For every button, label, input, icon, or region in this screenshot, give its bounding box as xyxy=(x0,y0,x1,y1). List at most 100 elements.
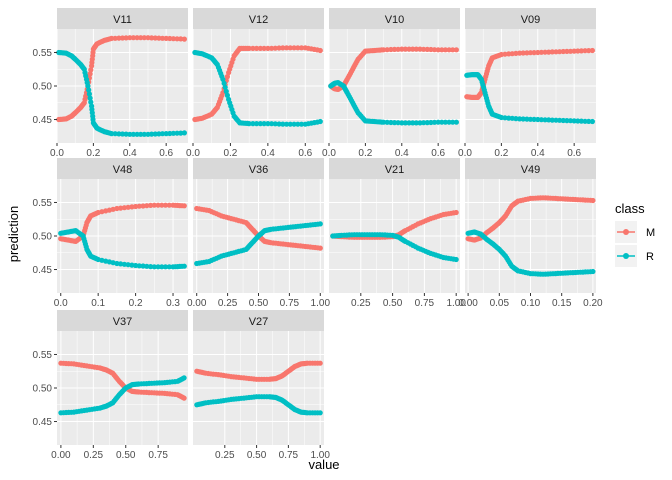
legend-label-m: M xyxy=(646,227,655,239)
data-point-m xyxy=(431,47,438,53)
facet-v09: V09 0.0 0.2 0.4 0.6 xyxy=(458,8,596,159)
x-tick-label: 0.05 xyxy=(490,298,510,309)
data-point-r xyxy=(317,221,323,227)
data-point-r xyxy=(221,80,227,86)
facet-v21: V21 0.25 0.50 0.75 1.00 xyxy=(329,158,466,309)
data-point-r xyxy=(272,121,278,127)
x-tick-label: 0.50 xyxy=(383,298,403,309)
data-point-r xyxy=(112,131,118,137)
data-point-r xyxy=(586,118,592,124)
data-point-m xyxy=(453,47,459,53)
data-point-r xyxy=(170,130,176,136)
data-point-m xyxy=(406,46,412,52)
data-point-r xyxy=(269,121,275,127)
data-point-m xyxy=(181,395,187,401)
data-point-m xyxy=(395,46,401,52)
x-tick-label: 0.1 xyxy=(91,298,105,309)
data-point-m xyxy=(439,47,445,53)
data-point-m xyxy=(502,51,508,57)
data-point-r xyxy=(155,264,161,270)
data-point-r xyxy=(257,121,263,127)
data-point-r xyxy=(181,263,187,269)
data-point-m xyxy=(269,45,275,51)
data-point-m xyxy=(141,35,147,41)
data-point-r xyxy=(224,92,230,98)
data-point-r xyxy=(410,120,416,126)
data-point-r xyxy=(557,117,563,123)
data-point-m xyxy=(402,46,408,52)
x-tick-label: 0.00 xyxy=(51,450,71,461)
facet-v37: V37 0.00 0.25 0.50 0.75 0.45 0.50 0.55 xyxy=(33,310,188,461)
legend-label-r: R xyxy=(646,251,654,263)
strip-v21 xyxy=(329,158,460,179)
data-point-m xyxy=(446,47,452,53)
legend-key-r xyxy=(615,245,637,267)
data-point-m xyxy=(450,47,456,53)
strip-v27 xyxy=(193,310,324,331)
data-point-m xyxy=(298,45,305,51)
data-point-r xyxy=(276,121,282,127)
data-point-r xyxy=(123,131,129,137)
strip-v48 xyxy=(57,158,188,179)
data-point-r xyxy=(166,264,172,270)
data-point-m xyxy=(170,36,176,42)
data-point-r xyxy=(280,121,286,127)
data-point-m xyxy=(134,35,140,41)
x-tick-label: 1.00 xyxy=(311,298,331,309)
data-point-m xyxy=(149,35,155,41)
data-point-m xyxy=(549,49,555,55)
data-point-m xyxy=(567,48,574,54)
x-tick-label: 0.25 xyxy=(215,450,235,461)
strip-label-v21: V21 xyxy=(385,164,405,176)
x-tick-label: 0.2 xyxy=(494,148,508,159)
y-tick-label: 0.55 xyxy=(33,350,53,361)
data-point-r xyxy=(118,261,124,267)
data-point-r xyxy=(567,118,574,124)
data-point-m xyxy=(151,202,157,208)
data-point-r xyxy=(141,131,147,137)
data-point-r xyxy=(148,264,154,270)
x-tick-label: 0.4 xyxy=(123,148,137,159)
strip-label-v36: V36 xyxy=(249,164,269,176)
x-tick-label: 0.2 xyxy=(129,298,143,309)
data-point-r xyxy=(399,120,405,126)
data-point-r xyxy=(87,95,93,101)
data-point-m xyxy=(276,45,282,51)
data-point-m xyxy=(148,202,154,208)
x-tick-label: 0.6 xyxy=(159,148,173,159)
x-tick-label: 0.0 xyxy=(186,148,200,159)
data-point-m xyxy=(140,203,146,209)
data-point-m xyxy=(291,45,297,51)
data-point-r xyxy=(453,119,459,125)
data-point-r xyxy=(246,121,252,127)
x-tick-label: 0.0 xyxy=(458,148,472,159)
data-point-r xyxy=(431,119,438,125)
data-point-m xyxy=(557,49,563,55)
x-tick-label: 0.2 xyxy=(358,148,372,159)
data-point-m xyxy=(284,45,290,51)
data-point-r xyxy=(151,264,157,270)
data-point-m xyxy=(138,35,144,41)
x-axis-title: value xyxy=(308,457,339,472)
facet-v27: V27 0.25 0.50 0.75 1.00 xyxy=(193,310,330,461)
strip-label-v09: V09 xyxy=(521,14,541,26)
y-tick-label: 0.50 xyxy=(33,82,53,93)
data-point-r xyxy=(159,264,165,270)
strip-v12 xyxy=(193,8,324,29)
x-tick-label: 0.6 xyxy=(298,148,312,159)
data-point-m xyxy=(246,45,252,52)
data-point-m xyxy=(136,203,142,209)
data-point-r xyxy=(549,117,555,123)
legend-key-m xyxy=(615,221,637,243)
data-point-m xyxy=(317,245,323,251)
data-point-m xyxy=(538,49,545,55)
x-tick-label: 0.0 xyxy=(50,148,64,159)
y-tick-label: 0.55 xyxy=(33,48,53,59)
data-point-r xyxy=(140,263,146,269)
data-point-m xyxy=(520,50,526,56)
strip-v09 xyxy=(465,8,596,29)
data-point-m xyxy=(250,45,256,52)
data-point-r xyxy=(413,120,419,126)
x-tick-label: 0.3 xyxy=(166,298,180,309)
x-tick-label: 0.6 xyxy=(567,148,581,159)
